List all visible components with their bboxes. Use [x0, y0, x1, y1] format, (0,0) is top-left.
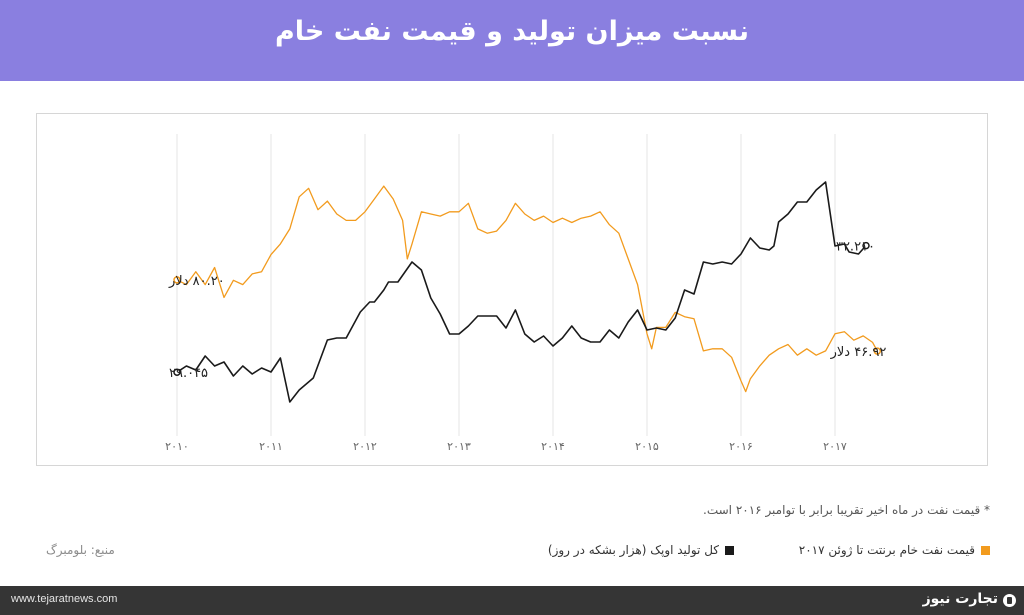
brand-name: تجارت نیوز	[922, 591, 998, 607]
legend-swatch-brent	[981, 546, 990, 555]
footnote: * قیمت نفت در ماه اخیر تقریبا برابر با ت…	[703, 503, 990, 517]
legend-item-opec: کل تولید اوپک (هزار بشکه در روز)	[548, 543, 734, 557]
series-line-brent	[176, 185, 878, 393]
data-label-brent-end: ۴۶.۹۲ دلار	[830, 345, 887, 360]
x-tick-label-2014: ۲۰۱۴	[541, 440, 565, 453]
x-tick-label-2017: ۲۰۱۷	[823, 440, 847, 453]
source-note: منبع: بلومبرگ	[46, 543, 115, 557]
footer-bar: www.tejaratnews.com تجارت نیوز	[0, 586, 1024, 615]
x-tick-label-2012: ۲۰۱۲	[353, 440, 377, 453]
x-tick-label-2011: ۲۰۱۱	[259, 440, 283, 453]
site-url-link[interactable]: www.tejaratnews.com	[11, 593, 118, 605]
x-tick-label-2016: ۲۰۱۶	[729, 440, 753, 453]
legend-swatch-opec	[725, 546, 734, 555]
data-label-brent-start: ۸۰.۲۰ دلار	[168, 274, 225, 289]
data-label-opec-start: ۲۹.۰۴۵	[169, 366, 208, 381]
line-chart: ۲۰۱۰ ۲۰۱۱ ۲۰۱۲ ۲۰۱۳ ۲۰۱۴ ۲۰۱۵ ۲۰۱۶ ۲۰۱۷ ۸۰.۲۰ دل…	[165, 134, 887, 453]
header-bar: نسبت میزان تولید و قیمت نفت خام	[0, 0, 1024, 81]
series-marker-brent-end	[873, 347, 882, 355]
series-marker-opec-start	[173, 368, 181, 376]
brand-logo-icon	[1003, 594, 1016, 607]
series-line-opec	[176, 181, 867, 403]
x-tick-label-2015: ۲۰۱۵	[635, 440, 659, 453]
series-marker-opec-end	[862, 241, 870, 250]
data-label-opec-end: ۳۲.۲۱۰	[836, 240, 875, 255]
x-tick-label-2013: ۲۰۱۳	[447, 440, 471, 453]
legend-item-brent: قیمت نفت خام برنتت تا ژوئن ۲۰۱۷	[799, 543, 990, 557]
series-marker-brent-start	[173, 276, 181, 284]
x-tick-label-2010: ۲۰۱۰	[165, 440, 189, 453]
legend-label-brent: قیمت نفت خام برنتت تا ژوئن ۲۰۱۷	[798, 543, 975, 557]
legend-label-opec: کل تولید اوپک (هزار بشکه در روز)	[547, 543, 719, 557]
page-title: نسبت میزان تولید و قیمت نفت خام	[275, 16, 749, 47]
chart-frame: ۲۰۱۰ ۲۰۱۱ ۲۰۱۲ ۲۰۱۳ ۲۰۱۴ ۲۰۱۵ ۲۰۱۶ ۲۰۱۷ ۸۰.۲۰ دل…	[36, 113, 988, 466]
